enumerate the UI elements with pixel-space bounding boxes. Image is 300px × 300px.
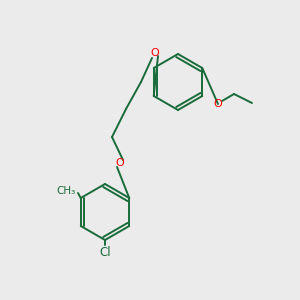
Text: O: O [214,99,222,109]
Text: Cl: Cl [99,247,111,260]
Text: O: O [151,48,159,58]
Text: O: O [116,158,124,168]
Text: CH₃: CH₃ [56,186,76,196]
